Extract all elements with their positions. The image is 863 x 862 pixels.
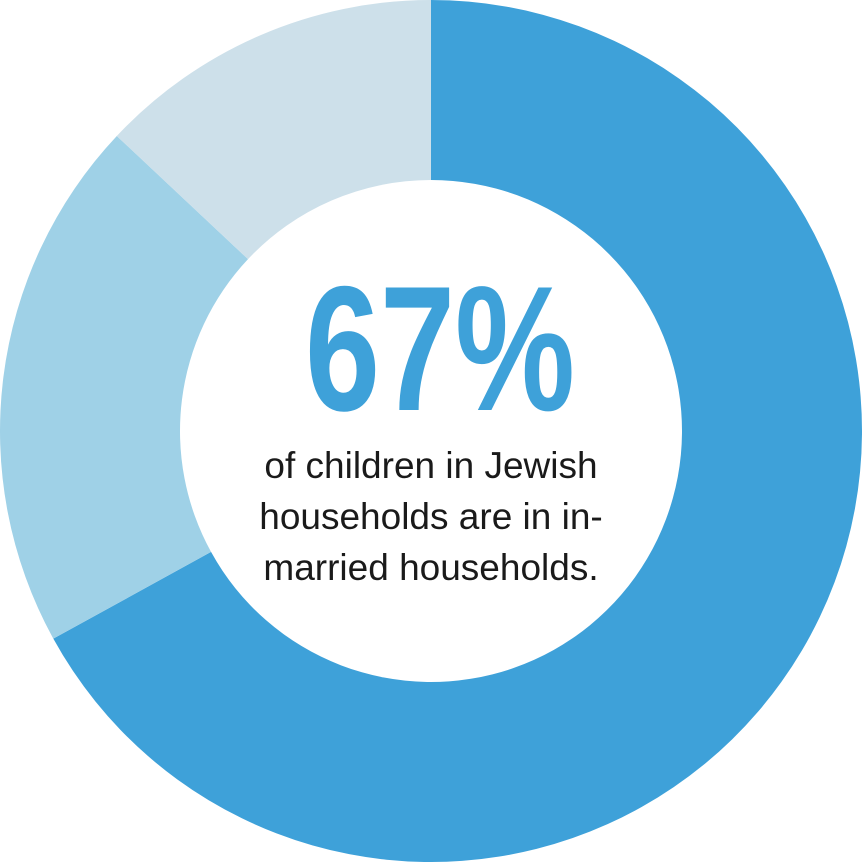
donut-segment	[53, 0, 862, 862]
donut-segment	[116, 0, 432, 260]
annotation-line: of children in Jewish	[264, 445, 597, 486]
annotation-line: households are in in-	[259, 496, 603, 537]
donut-segment	[0, 135, 249, 639]
annotation-line: married households.	[263, 547, 598, 588]
center-value-label: 67%	[305, 249, 575, 448]
